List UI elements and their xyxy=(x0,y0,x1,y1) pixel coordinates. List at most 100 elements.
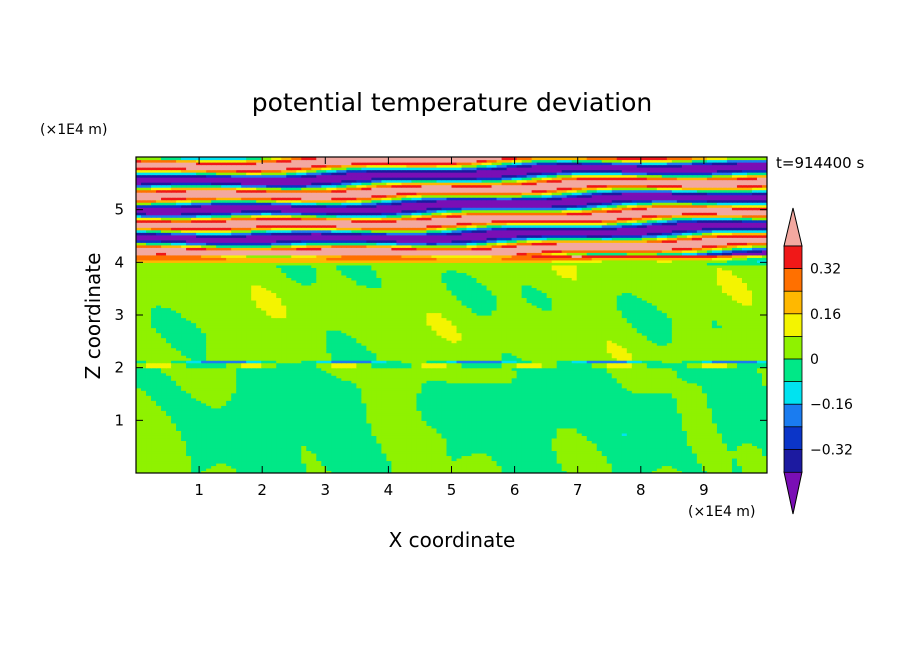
contour-cell xyxy=(341,467,347,472)
contour-cell xyxy=(716,422,723,426)
contour-cell xyxy=(196,452,202,457)
contour-cell xyxy=(446,457,453,462)
contour-cell xyxy=(706,435,713,439)
contour-cell xyxy=(251,465,257,469)
contour-cell xyxy=(336,455,342,459)
contour-cell xyxy=(406,415,413,419)
contour-cell xyxy=(181,417,187,421)
contour-cell xyxy=(616,422,623,426)
contour-cell xyxy=(561,440,568,444)
contour-cell xyxy=(691,442,698,447)
contour-cell xyxy=(516,442,523,447)
contour-cell xyxy=(516,462,523,467)
contour-cell xyxy=(271,425,277,429)
contour-cell xyxy=(356,467,362,472)
contour-cell xyxy=(681,432,688,436)
contour-cell xyxy=(496,457,503,462)
contour-cell xyxy=(746,467,753,472)
contour-cell xyxy=(756,457,763,462)
contour-cell xyxy=(546,425,553,429)
contour-cell xyxy=(526,455,533,459)
contour-cell xyxy=(671,425,678,429)
contour-cell xyxy=(671,427,678,431)
contour-cell xyxy=(256,460,262,464)
contour-cell xyxy=(646,422,653,426)
contour-cell xyxy=(401,435,408,439)
contour-cell xyxy=(186,455,192,459)
contour-cell xyxy=(261,462,267,467)
contour-cell xyxy=(731,470,738,473)
contour-cell xyxy=(161,467,167,472)
contour-cell xyxy=(726,422,733,426)
contour-cell xyxy=(311,470,317,473)
contour-cell xyxy=(651,430,658,434)
contour-cell xyxy=(751,417,758,421)
contour-cell xyxy=(311,440,317,444)
contour-cell xyxy=(256,425,262,429)
contour-cell xyxy=(731,467,738,472)
contour-cell xyxy=(396,432,403,436)
contour-cell xyxy=(166,437,172,441)
contour-cell xyxy=(646,412,653,416)
contour-cell xyxy=(641,427,648,431)
contour-cell xyxy=(151,435,157,439)
contour-cell xyxy=(596,437,603,441)
contour-cell xyxy=(356,430,362,434)
contour-cell xyxy=(256,442,262,447)
contour-cell xyxy=(666,427,673,431)
contour-cell xyxy=(676,450,683,454)
contour-cell xyxy=(651,457,658,462)
contour-cell xyxy=(481,455,488,459)
contour-cell xyxy=(331,447,337,452)
contour-cell xyxy=(436,442,443,447)
contour-cell xyxy=(491,435,498,439)
contour-cell xyxy=(216,445,222,449)
contour-cell xyxy=(206,440,212,444)
contour-cell xyxy=(371,412,377,416)
contour-cell xyxy=(711,457,718,462)
contour-cell xyxy=(341,462,347,467)
contour-cell xyxy=(481,462,488,467)
contour-cell xyxy=(261,467,267,472)
contour-cell xyxy=(666,455,673,459)
contour-cell xyxy=(351,442,357,447)
contour-cell xyxy=(201,420,207,424)
contour-cell xyxy=(691,452,698,457)
contour-cell xyxy=(321,455,327,459)
contour-cell xyxy=(236,417,242,421)
contour-cell xyxy=(486,442,493,447)
contour-cell xyxy=(761,457,767,462)
contour-cell xyxy=(311,427,317,431)
contour-cell xyxy=(486,460,493,464)
contour-cell xyxy=(151,427,157,431)
contour-cell xyxy=(161,442,167,447)
contour-cell xyxy=(261,455,267,459)
contour-cell xyxy=(466,435,473,439)
contour-cell xyxy=(236,450,242,454)
contour-cell xyxy=(681,440,688,444)
contour-cell xyxy=(306,465,312,469)
contour-cell xyxy=(226,462,232,467)
contour-cell xyxy=(651,455,658,459)
contour-cell xyxy=(546,465,553,469)
contour-cell xyxy=(491,467,498,472)
contour-cell xyxy=(416,435,423,439)
contour-cell xyxy=(656,442,663,447)
contour-cell xyxy=(276,425,282,429)
contour-cell xyxy=(421,442,428,447)
contour-cell xyxy=(646,435,653,439)
contour-cell xyxy=(601,425,608,429)
contour-cell xyxy=(636,462,643,467)
contour-cell xyxy=(161,410,167,414)
contour-cell xyxy=(281,462,287,467)
contour-cell xyxy=(466,447,473,452)
contour-cell xyxy=(366,457,372,462)
contour-cell xyxy=(191,430,197,434)
contour-cell xyxy=(441,455,448,459)
contour-cell xyxy=(526,425,533,429)
contour-cell xyxy=(706,427,713,431)
contour-cell xyxy=(536,470,543,473)
contour-cell xyxy=(421,432,428,436)
contour-cell xyxy=(696,462,703,467)
contour-cell xyxy=(556,422,563,426)
